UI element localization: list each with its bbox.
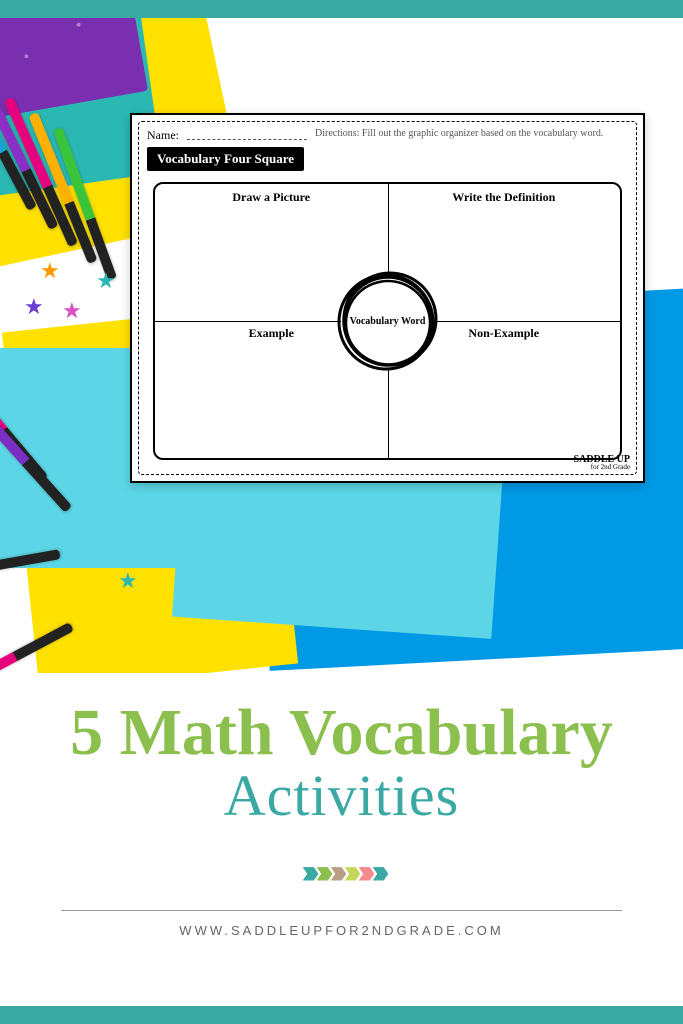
chevron-group: ››› bbox=[371, 853, 381, 892]
worksheet-directions: Directions: Fill out the graphic organiz… bbox=[315, 128, 628, 140]
chevron-group: ››› bbox=[344, 853, 354, 892]
worksheet-name-label: Name: bbox=[147, 128, 179, 143]
chevron-group: ››› bbox=[330, 853, 340, 892]
chevron-group: ››› bbox=[302, 853, 312, 892]
star-icon: ★ bbox=[62, 298, 82, 324]
title-line-2: Activities bbox=[20, 762, 663, 829]
star-icon: ★ bbox=[96, 268, 116, 294]
divider-line bbox=[61, 910, 621, 911]
top-accent-bar bbox=[0, 0, 683, 18]
title-section: 5 Math Vocabulary Activities bbox=[0, 673, 683, 839]
star-icon: ★ bbox=[118, 568, 138, 594]
four-square-grid: Draw a Picture Write the Definition Exam… bbox=[153, 182, 622, 460]
star-icon: ★ bbox=[24, 294, 44, 320]
quadrant-label: Write the Definition bbox=[388, 190, 621, 205]
star-icon: ★ bbox=[40, 258, 60, 284]
center-circle: Vocabulary Word bbox=[341, 274, 435, 368]
chevron-group: ››› bbox=[316, 853, 326, 892]
worksheet-name-line bbox=[187, 128, 307, 140]
chevron-row: ›››››››››››››››››› bbox=[0, 839, 683, 902]
worksheet-title-badge: Vocabulary Four Square bbox=[147, 147, 304, 171]
center-circle-label: Vocabulary Word bbox=[350, 316, 426, 327]
quadrant-label: Draw a Picture bbox=[155, 190, 388, 205]
worksheet-brand-logo: SADDLE UP for 2nd Grade bbox=[574, 455, 630, 470]
footer-url: WWW.SADDLEUPFOR2NDGRADE.COM bbox=[0, 923, 683, 938]
bottom-accent-bar bbox=[0, 1006, 683, 1024]
hero-photo-area: ★★★★★ Name: Directions: Fill out the gra… bbox=[0, 18, 683, 673]
chevron-group: ››› bbox=[357, 853, 367, 892]
title-line-1: 5 Math Vocabulary bbox=[20, 703, 663, 762]
worksheet: Name: Directions: Fill out the graphic o… bbox=[130, 113, 645, 483]
